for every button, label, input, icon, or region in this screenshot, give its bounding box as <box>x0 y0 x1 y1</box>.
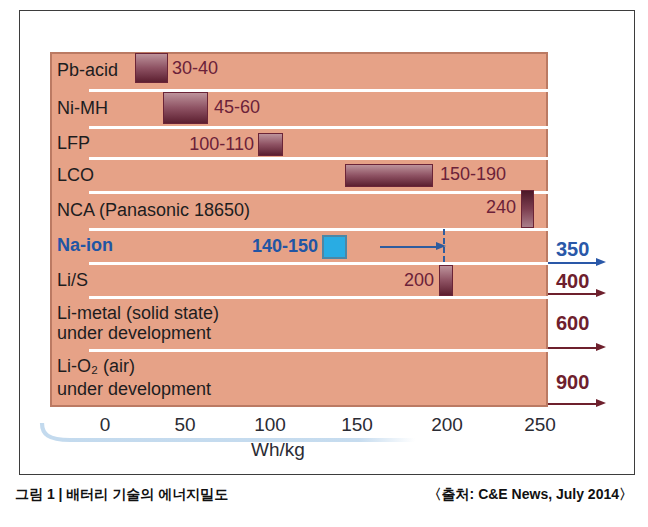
x-axis-label: Wh/kg <box>251 439 305 461</box>
na-ion-arrow-line <box>380 246 436 248</box>
x-tick-50: 50 <box>174 414 195 436</box>
na-ion-dash-line <box>443 229 445 262</box>
row-separator <box>89 89 548 92</box>
row-separator <box>89 126 548 129</box>
target-arrow-head <box>596 343 606 351</box>
value-na-ion: 140-150 <box>252 236 318 257</box>
x-tick-250: 250 <box>524 414 556 436</box>
value-lfp: 100-110 <box>189 134 254 155</box>
bar-na-ion <box>322 235 347 259</box>
target-arrow-line <box>548 347 597 349</box>
value-li-s: 200 <box>404 270 434 291</box>
target-value-600: 600 <box>556 312 589 335</box>
row-label-lfp: LFP <box>57 133 90 153</box>
row-separator <box>89 349 548 352</box>
x-tick-150: 150 <box>341 414 373 436</box>
row-separator <box>89 296 548 299</box>
value-pb-acid: 30-40 <box>172 58 218 79</box>
value-nca: 240 <box>486 197 516 218</box>
target-value-350: 350 <box>556 238 589 261</box>
x-tick-0: 0 <box>100 414 111 436</box>
bar-nca <box>521 190 534 228</box>
row-separator <box>89 262 548 265</box>
row-separator <box>89 191 548 194</box>
row-label-lco: LCO <box>57 165 94 185</box>
bar-lfp <box>258 133 283 156</box>
x-tick-200: 200 <box>431 414 463 436</box>
target-value-900: 900 <box>556 371 589 394</box>
figure-stage: 그림 1 | 배터리 기술의 에너지밀도 〈출처: C&E News, July… <box>0 0 648 527</box>
row-label-ni-mh: Ni-MH <box>57 98 108 118</box>
target-arrow-line <box>548 403 597 405</box>
figure-source: 〈출처: C&E News, July 2014〉 <box>428 486 633 504</box>
row-label-na-ion: Na-ion <box>57 235 113 255</box>
value-lco: 150-190 <box>440 164 506 185</box>
target-arrow-line <box>548 262 597 264</box>
x-tick-100: 100 <box>254 414 286 436</box>
target-arrow-head <box>596 399 606 407</box>
bar-lco <box>345 164 433 187</box>
figure-caption: 그림 1 | 배터리 기술의 에너지밀도 <box>15 486 228 504</box>
swoosh-decoration <box>30 415 460 470</box>
row-separator <box>89 157 548 160</box>
row-separator <box>89 228 548 231</box>
bar-pb-acid <box>135 53 168 83</box>
row-label-li-metal: Li-metal (solid state)under development <box>57 303 219 344</box>
row-label-pb-acid: Pb-acid <box>57 60 118 80</box>
bar-ni-mh <box>163 92 208 124</box>
target-arrow-head <box>596 258 606 266</box>
target-value-400: 400 <box>556 270 589 293</box>
row-label-li-o2: Li-O₂ (air)under development <box>57 355 211 402</box>
bar-li-s <box>439 265 453 296</box>
row-label-li-s: Li/S <box>57 270 88 290</box>
row-label-nca: NCA (Panasonic 18650) <box>57 200 250 220</box>
value-ni-mh: 45-60 <box>214 97 260 118</box>
target-arrow-head <box>596 289 606 297</box>
target-arrow-line <box>548 293 597 295</box>
